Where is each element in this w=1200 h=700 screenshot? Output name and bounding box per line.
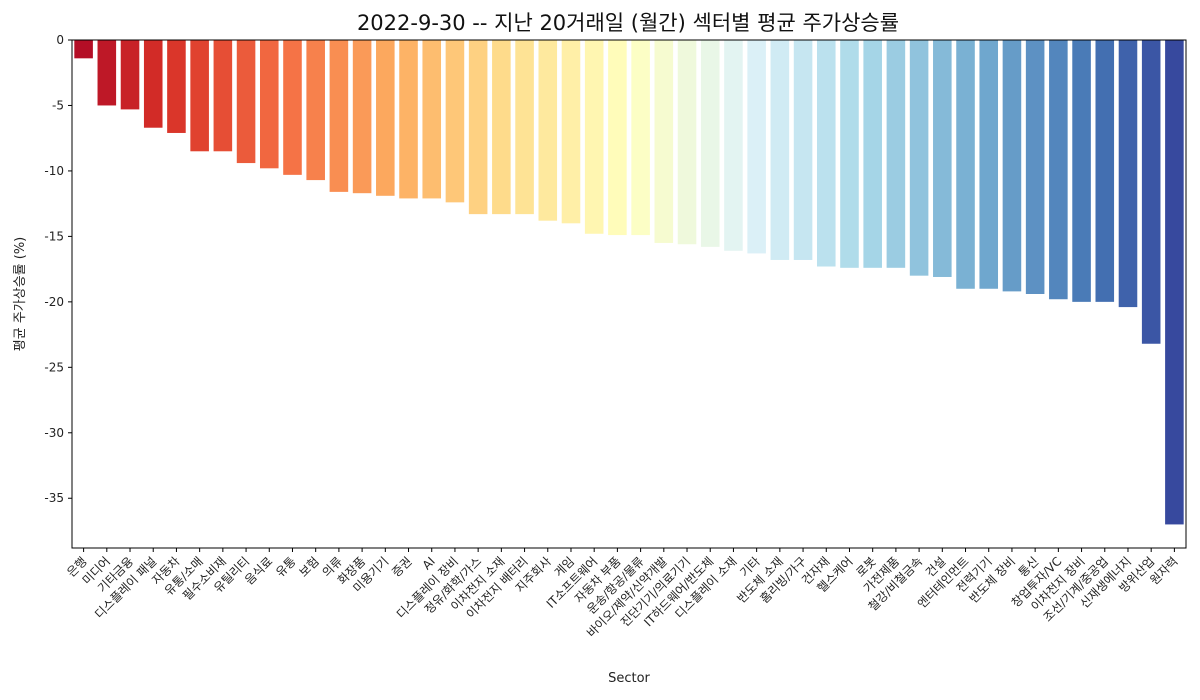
- y-tick-label: -15: [44, 229, 64, 243]
- bar-36: [886, 40, 906, 268]
- bar-28: [700, 40, 720, 247]
- bar-33: [816, 40, 836, 267]
- y-tick-label: 0: [56, 33, 64, 47]
- bar-32: [793, 40, 813, 260]
- bar-43: [1049, 40, 1068, 300]
- bar-29: [724, 40, 743, 251]
- bar-19: [492, 40, 511, 215]
- bar-22: [561, 40, 581, 224]
- bar-30: [747, 40, 766, 254]
- x-axis-label: Sector: [608, 671, 650, 686]
- y-tick-label: -35: [44, 491, 64, 505]
- bar-15: [399, 40, 418, 199]
- bar-3: [120, 40, 140, 110]
- bar-6: [190, 40, 209, 152]
- bar-10: [283, 40, 302, 175]
- bar-39: [956, 40, 975, 289]
- y-tick-label: -25: [44, 360, 64, 374]
- bar-18: [468, 40, 488, 215]
- bar-7: [213, 40, 233, 152]
- chart-title: 2022-9-30 -- 지난 20거래일 (월간) 섹터별 평균 주가상승률: [357, 11, 899, 35]
- bar-24: [608, 40, 627, 236]
- plot-frame: [71, 39, 1187, 549]
- bar-40: [979, 40, 999, 289]
- bar-37: [909, 40, 929, 276]
- bar-27: [677, 40, 697, 245]
- y-tick-label: -30: [44, 426, 64, 440]
- x-tick-label: 유통: [273, 554, 299, 580]
- bar-12: [329, 40, 349, 192]
- bar-38: [933, 40, 952, 277]
- bar-26: [654, 40, 674, 243]
- y-tick-label: -5: [52, 98, 64, 112]
- bar-17: [445, 40, 465, 203]
- bar-45: [1095, 40, 1115, 302]
- bar-16: [422, 40, 442, 199]
- bar-44: [1072, 40, 1091, 302]
- bar-48: [1165, 40, 1184, 525]
- bar-4: [143, 40, 163, 128]
- bar-47: [1141, 40, 1161, 344]
- y-axis-label: 평균 주가상승률 (%): [13, 237, 28, 351]
- y-axis: 0 -5 -10 -15 -20 -25 -30 -35: [44, 33, 72, 505]
- bar-46: [1118, 40, 1138, 308]
- bar-2: [97, 40, 117, 106]
- bar-9: [259, 40, 279, 169]
- bar-1: [74, 40, 93, 59]
- bar-5: [167, 40, 186, 133]
- bar-23: [584, 40, 604, 234]
- bar-25: [631, 40, 650, 236]
- plot-area: [71, 39, 1187, 549]
- bar-21: [538, 40, 558, 221]
- x-tick-label: 보험: [296, 554, 322, 580]
- y-tick-label: -20: [44, 295, 64, 309]
- bar-31: [770, 40, 790, 260]
- bar-20: [515, 40, 534, 215]
- bar-13: [352, 40, 372, 194]
- x-tick-label: 증권: [389, 554, 415, 580]
- bar-11: [306, 40, 325, 181]
- bar-14: [376, 40, 395, 196]
- y-tick-label: -10: [44, 164, 64, 178]
- bar-34: [840, 40, 859, 268]
- bar-41: [1002, 40, 1022, 292]
- bar-8: [236, 40, 256, 164]
- bar-42: [1025, 40, 1045, 294]
- bar-35: [863, 40, 882, 268]
